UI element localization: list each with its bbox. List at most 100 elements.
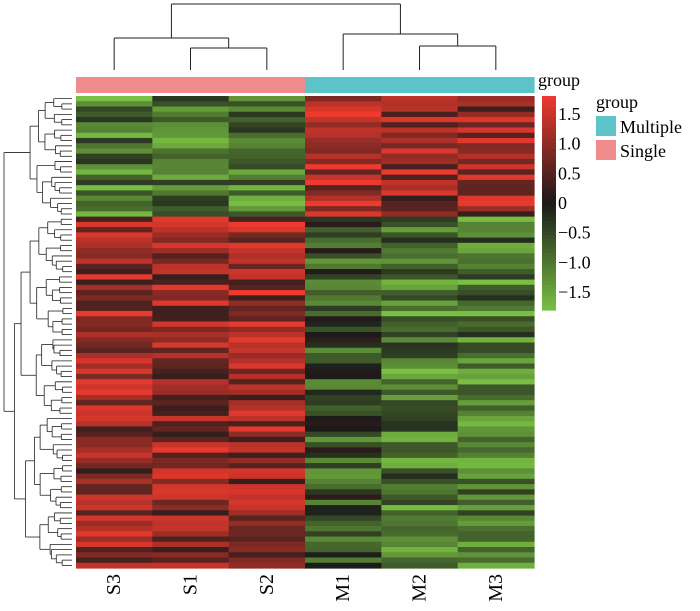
heatmap-cell: [381, 452, 459, 459]
heatmap-cell: [152, 347, 230, 354]
heatmap-cell: [381, 431, 459, 438]
heatmap-cell: [76, 541, 153, 548]
colorbar-step: [542, 99, 556, 104]
heatmap-cell: [305, 148, 382, 155]
heatmap-cell: [152, 137, 230, 144]
heatmap-cell: [305, 447, 382, 454]
heatmap-cell: [457, 358, 535, 365]
heatmap-cell: [76, 206, 153, 212]
heatmap-cell: [76, 227, 153, 233]
heatmap-cell: [76, 143, 153, 150]
heatmap-cell: [457, 473, 535, 480]
heatmap-cell: [152, 185, 230, 191]
heatmap-cell: [228, 405, 306, 412]
heatmap-cell: [228, 400, 306, 407]
heatmap-cell: [152, 164, 230, 171]
row-dendrogram: [3, 98, 72, 566]
heatmap-cell: [152, 489, 230, 496]
heatmap-cell: [457, 499, 535, 506]
heatmap-cell: [305, 274, 382, 281]
heatmap-cell: [76, 442, 153, 448]
heatmap-cell: [381, 216, 459, 223]
heatmap-cell: [76, 473, 153, 480]
column-label: M2: [409, 574, 431, 602]
heatmap-cell: [305, 200, 382, 207]
heatmap-cell: [76, 158, 153, 165]
heatmap-cell: [228, 463, 306, 469]
heatmap-cell: [228, 137, 306, 144]
heatmap-cell: [305, 290, 382, 296]
heatmap-cell: [228, 96, 306, 102]
heatmap-cell: [228, 436, 306, 443]
colorbar-step: [542, 281, 556, 286]
heatmap-cell: [381, 253, 459, 260]
heatmap-cell: [381, 347, 459, 354]
heatmap-cell: [228, 300, 306, 307]
heatmap-cell: [152, 352, 230, 359]
colorbar-step: [542, 170, 556, 176]
heatmap-cell: [305, 116, 382, 123]
heatmap-cell: [152, 111, 230, 118]
heatmap-cell: [76, 499, 153, 506]
heatmap-cell: [457, 452, 535, 459]
heatmap-cell: [152, 116, 230, 123]
heatmap-cell: [228, 326, 306, 333]
heatmap-cell: [152, 221, 230, 228]
legend-swatch-single: [596, 140, 616, 160]
column-label: M3: [485, 574, 507, 602]
heatmap-cell: [152, 505, 230, 511]
heatmap-cell: [76, 111, 153, 118]
heatmap-cell: [152, 463, 230, 469]
heatmap-cell: [228, 473, 306, 480]
heatmap-cell: [381, 489, 459, 496]
heatmap-cell: [228, 505, 306, 511]
heatmap-cell: [228, 499, 306, 506]
heatmap-cell: [457, 531, 535, 538]
heatmap-cell: [76, 96, 153, 102]
heatmap-cell: [152, 426, 230, 433]
heatmap-cell: [305, 195, 382, 202]
heatmap-cell: [305, 221, 382, 228]
heatmap-cell: [76, 452, 153, 459]
heatmap-cell: [381, 174, 459, 181]
heatmap-cell: [228, 179, 306, 186]
heatmap-cell: [381, 473, 459, 480]
heatmap-cell: [457, 368, 535, 375]
heatmap-cell: [152, 143, 230, 150]
heatmap-cell: [305, 216, 382, 223]
heatmap-cell: [381, 158, 459, 165]
heatmap-cell: [76, 510, 153, 517]
heatmap-cell: [381, 206, 459, 212]
heatmap-cell: [381, 284, 459, 291]
colorbar-step: [542, 206, 556, 211]
heatmap-cell: [457, 389, 535, 396]
heatmap-cell: [228, 321, 306, 328]
heatmap-cell: [305, 153, 382, 160]
heatmap-cell: [457, 242, 535, 249]
heatmap-cell: [457, 352, 535, 359]
heatmap-cell: [381, 332, 459, 338]
heatmap-cell: [457, 143, 535, 150]
heatmap-cell: [76, 300, 153, 307]
heatmap-cell: [381, 337, 459, 344]
colorbar-tick-label: 0: [558, 193, 567, 213]
heatmap-cell: [305, 473, 382, 480]
heatmap-cell: [228, 132, 306, 139]
heatmap-cell: [457, 290, 535, 296]
colorbar-step: [542, 145, 556, 151]
heatmap-cell: [305, 410, 382, 417]
heatmap-cell: [305, 562, 382, 569]
heatmap-cell: [76, 211, 153, 218]
group-bar-segment: [457, 77, 535, 93]
heatmap-cell: [228, 232, 306, 239]
heatmap-cell: [76, 463, 153, 469]
heatmap-cell: [305, 227, 382, 233]
heatmap-cell: [457, 116, 535, 123]
heatmap-cell: [381, 478, 459, 485]
heatmap-cell: [152, 457, 230, 464]
heatmap-cell: [152, 552, 230, 559]
colorbar-step: [542, 120, 556, 126]
heatmap-cell: [152, 494, 230, 501]
heatmap-cell: [457, 185, 535, 191]
heatmap-cell: [381, 547, 459, 553]
